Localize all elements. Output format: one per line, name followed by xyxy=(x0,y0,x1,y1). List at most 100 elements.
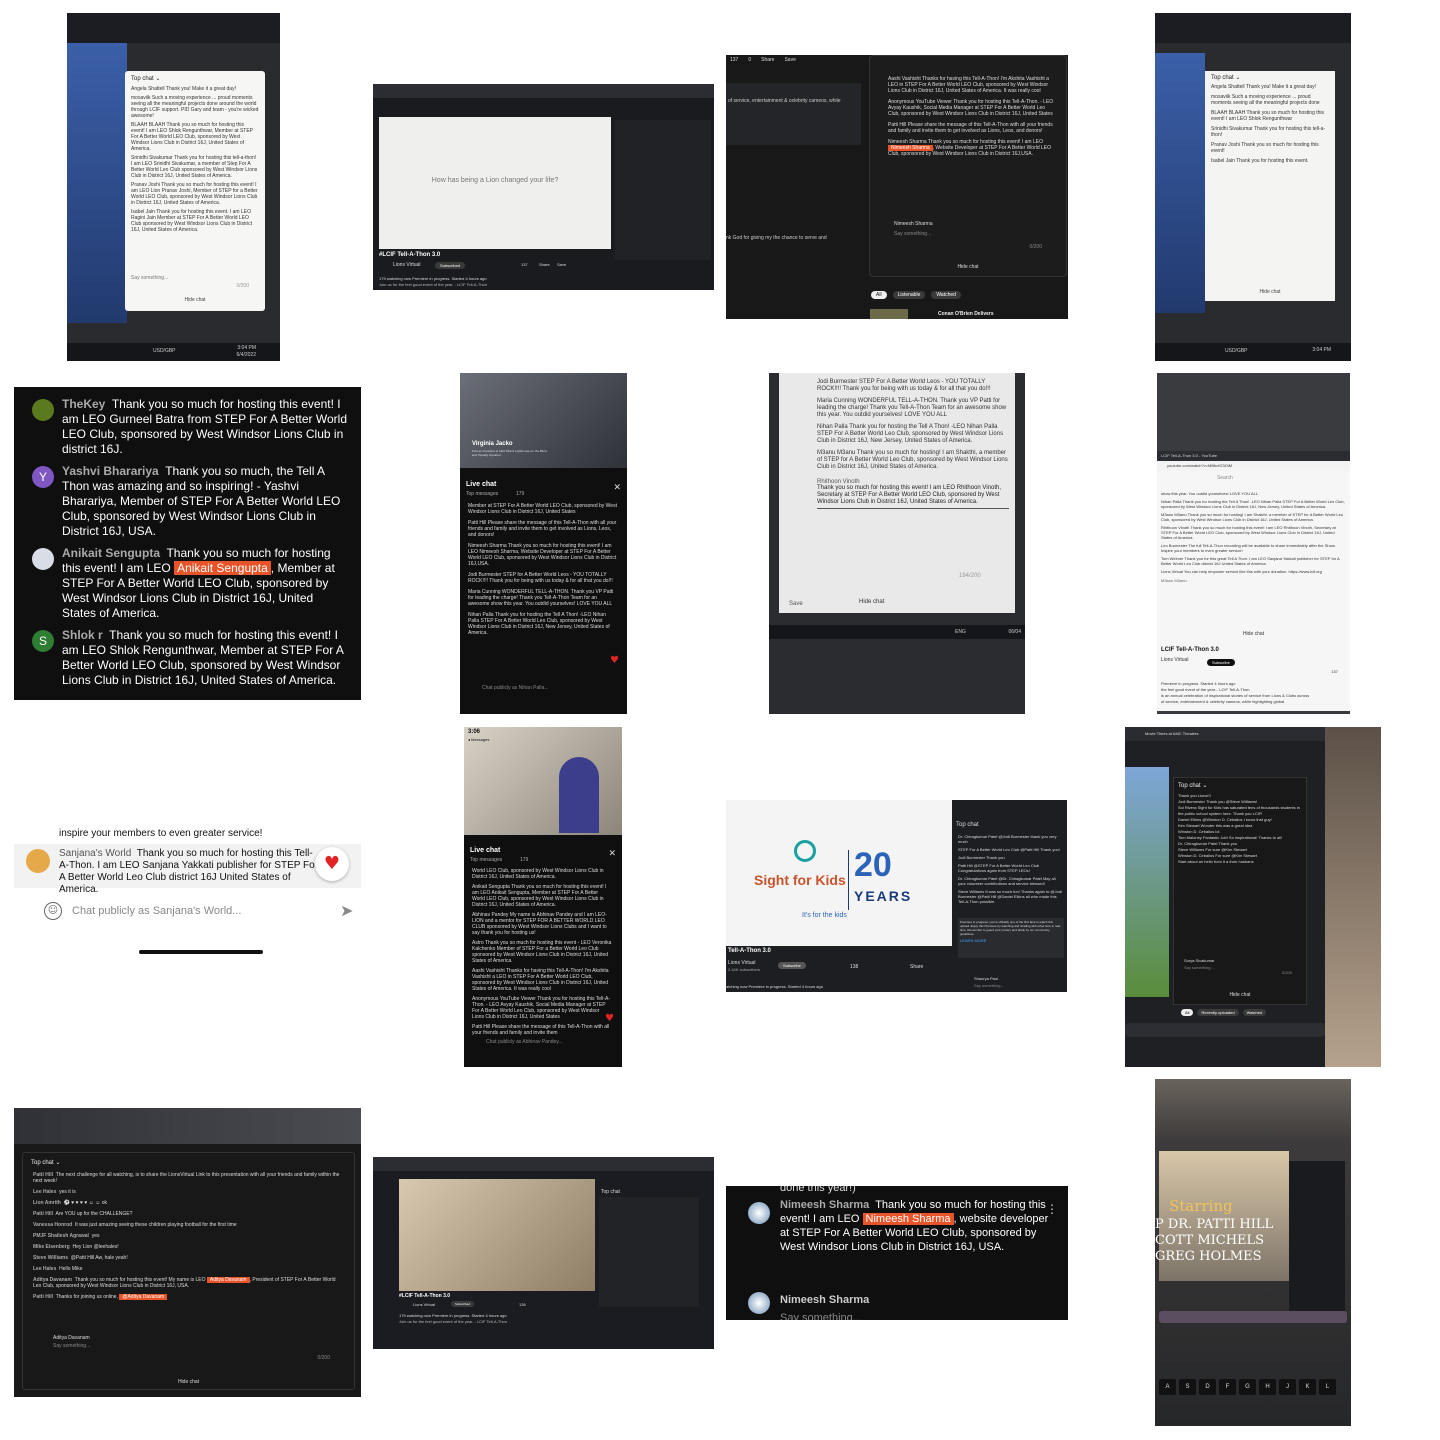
author-name[interactable]: Yashvi Bharariya xyxy=(62,464,159,478)
channel-name[interactable]: Lions Virtual xyxy=(393,262,421,268)
chat-input[interactable]: Chat publicly as Abhinav Pandey... xyxy=(486,1039,563,1045)
say-something-input[interactable]: Say something... xyxy=(131,275,169,281)
hide-chat-button[interactable]: Hide chat xyxy=(177,1379,200,1385)
browser-toolbar xyxy=(373,1157,714,1171)
author-name[interactable]: Lee Hales xyxy=(33,1266,57,1272)
chip-all[interactable]: All xyxy=(871,291,887,299)
next-video-title[interactable]: Conan O'Brien Delivers xyxy=(938,311,994,317)
author-name[interactable]: PMJF Shailesh Agrawal xyxy=(33,1233,89,1239)
speaker-name: Virginia Jacko xyxy=(472,441,513,447)
top-chat-label[interactable]: Top chat xyxy=(956,822,979,828)
video-frame xyxy=(399,1179,595,1291)
author-name[interactable]: Patti Hill xyxy=(33,1211,54,1217)
like-count[interactable]: 137 xyxy=(521,262,528,267)
author-name[interactable]: Shlok r xyxy=(62,628,103,642)
home-indicator[interactable] xyxy=(139,950,263,954)
save-button[interactable]: Save xyxy=(557,262,567,267)
heart-reaction-icon[interactable]: ♥ xyxy=(315,847,349,881)
subscribed-button[interactable]: Subscribed xyxy=(435,262,466,269)
author-name[interactable]: Patti Hill xyxy=(33,1294,54,1300)
top-chat-label[interactable]: Top chat ⌄ xyxy=(1178,783,1208,789)
chip-watched[interactable]: Watched xyxy=(1242,1009,1267,1016)
author-name[interactable]: Patti Hill xyxy=(33,1172,54,1178)
message-text: Nimeesh Sharma Thank you so much for hos… xyxy=(888,139,1043,145)
learn-more-link[interactable]: LEARN MORE xyxy=(960,938,987,943)
subscribed-button[interactable]: Subscribed xyxy=(451,1301,475,1307)
say-something-input[interactable]: Say something... xyxy=(974,983,1004,988)
hide-chat-button[interactable]: Hide chat xyxy=(957,264,979,270)
save-button[interactable]: Save xyxy=(784,57,796,63)
subscribe-button[interactable]: Subscribe xyxy=(1207,659,1235,666)
mac-dock[interactable] xyxy=(1125,1023,1325,1037)
top-chat-label[interactable]: Top chat ⌄ xyxy=(31,1160,61,1166)
heart-reaction-icon[interactable]: ♥ xyxy=(610,655,619,666)
author-name[interactable]: Sanjana's World xyxy=(59,848,132,859)
phone-chat-sanjana: inspire your members to even greater ser… xyxy=(14,826,361,961)
author-name[interactable]: TheKey xyxy=(62,397,106,411)
subscribe-button[interactable]: Subscribe xyxy=(778,962,806,969)
share-button[interactable]: Share xyxy=(539,262,550,267)
author-name[interactable]: Aditya Davanam xyxy=(33,1277,72,1283)
author-name[interactable]: Vanessa Honrod xyxy=(33,1222,73,1228)
chat-input[interactable]: Chat publicly as Sanjana's World... xyxy=(72,905,242,917)
close-icon[interactable]: ✕ xyxy=(608,849,616,859)
hide-chat-button[interactable]: Hide chat xyxy=(1229,992,1251,998)
message-text: Thank you so much for hosting this event… xyxy=(780,1199,1046,1225)
chat-input[interactable]: Thank you so much for hosting this event… xyxy=(817,485,1009,509)
browser-tab[interactable]: LCIF Tell-A-Thon 3.0 - YouTube xyxy=(1161,453,1218,458)
author-name[interactable]: Steve Williams xyxy=(33,1255,68,1261)
dislike-count[interactable]: 0 xyxy=(748,57,752,63)
heart-reaction-icon[interactable]: ♥ xyxy=(605,1013,614,1024)
chat-message: Srinidhi Sivakumar Thank you for hosting… xyxy=(131,155,258,179)
chip-all[interactable]: All xyxy=(1181,1009,1194,1016)
language-indicator[interactable]: ENG xyxy=(955,629,966,635)
chip-listenable[interactable]: Listenable xyxy=(892,291,926,299)
hide-chat-button[interactable]: Hide chat xyxy=(859,599,885,605)
author-name[interactable]: Anikait Sengupta xyxy=(62,546,161,560)
top-messages-dropdown[interactable]: Top messages xyxy=(466,491,499,497)
say-something-input[interactable]: Say something... xyxy=(780,1312,862,1320)
back-to-messages[interactable]: ◂ Messages xyxy=(468,737,490,742)
send-icon[interactable]: ➤ xyxy=(340,901,354,920)
hide-chat-button[interactable]: Hide chat xyxy=(184,297,206,303)
next-video-thumbnail[interactable] xyxy=(870,309,908,319)
hide-chat-button[interactable]: Hide chat xyxy=(1259,289,1281,295)
chip-watched[interactable]: Watched xyxy=(931,291,961,299)
like-count[interactable]: 138 xyxy=(850,964,859,970)
top-messages-dropdown[interactable]: Top messages xyxy=(470,857,503,863)
like-count[interactable]: 137 xyxy=(730,57,739,63)
author-name[interactable]: Nimeesh Sharma xyxy=(780,1199,870,1211)
say-something-input[interactable]: Say something... xyxy=(1184,965,1214,970)
author-name[interactable]: Lion Amrith xyxy=(33,1200,61,1206)
say-something-input[interactable]: Say something... xyxy=(894,231,932,237)
share-button[interactable]: Share xyxy=(761,57,775,63)
chat-message: Srinidhi Sivakumar Thank you for hosting… xyxy=(1211,126,1326,138)
share-button[interactable]: Share xyxy=(910,964,924,970)
channel-name[interactable]: Lions Virtual xyxy=(728,960,756,966)
chat-message: Winston D. Ceballos lol xyxy=(1178,829,1220,834)
close-icon[interactable]: ✕ xyxy=(613,483,621,493)
browser-tab[interactable]: Movie Times at AMC Theatres xyxy=(1145,731,1199,736)
more-options-icon[interactable]: ⋮ xyxy=(1046,1202,1058,1216)
author-name[interactable]: Lee Hales xyxy=(33,1189,57,1195)
chat-input[interactable]: Chat publicly as Nihan Palla... xyxy=(482,685,549,691)
search-input[interactable]: Search xyxy=(1217,475,1233,481)
emoji-icon[interactable]: ☺ xyxy=(44,902,62,920)
like-count[interactable]: 136 xyxy=(519,1302,526,1307)
chat-message: Dr. Chiragkumar Patel Thank you xyxy=(1178,841,1238,846)
chip-recently-uploaded[interactable]: Recently uploaded xyxy=(1197,1009,1239,1016)
top-chat-label[interactable]: Top chat xyxy=(601,1189,620,1195)
top-chat-label[interactable]: Top chat ⌄ xyxy=(131,76,161,82)
say-something-input[interactable]: Say something... xyxy=(53,1343,91,1349)
mac-dock[interactable] xyxy=(1159,1311,1347,1323)
video-frame: Starring P DR. PATTI HILL COTT MICHELS G… xyxy=(1155,1151,1289,1281)
channel-name[interactable]: Lions Virtual xyxy=(413,1302,435,1307)
top-chat-label[interactable]: Top chat ⌄ xyxy=(1211,75,1241,81)
channel-name[interactable]: Lions Virtual xyxy=(1161,657,1189,663)
hide-chat-button[interactable]: Hide chat xyxy=(1242,631,1265,637)
address-bar[interactable]: youtube.com/watch?v=MBbcfG3OiM xyxy=(1167,463,1233,468)
like-count[interactable]: 137 xyxy=(1331,669,1338,674)
taskbar-date: 06/04 xyxy=(1008,629,1021,635)
save-button[interactable]: Save xyxy=(789,601,803,607)
author-name[interactable]: Mike Eisenberg xyxy=(33,1244,70,1250)
